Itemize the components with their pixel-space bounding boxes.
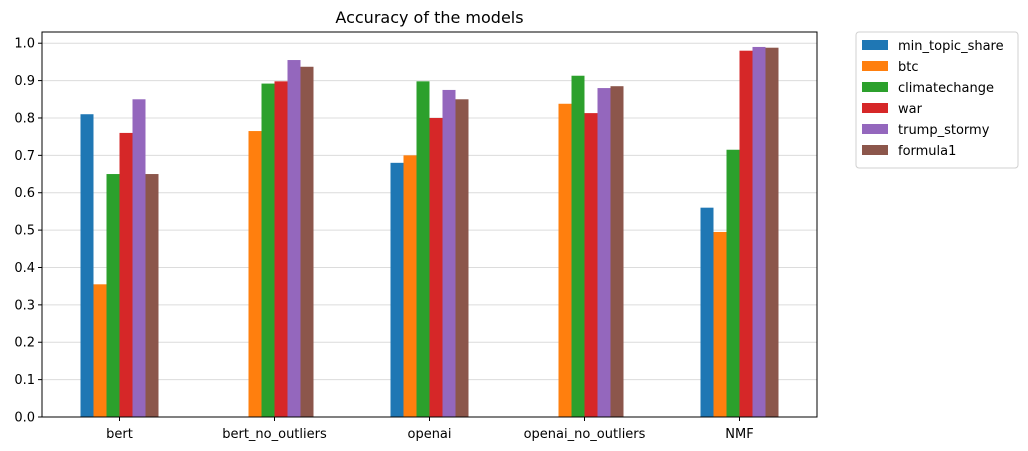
bar-climatechange-NMF — [726, 149, 740, 417]
legend-label-war: war — [898, 102, 923, 117]
y-tick-label: 0.6 — [14, 186, 35, 201]
y-tick-label: 0.3 — [14, 298, 35, 313]
y-tick-label: 0.1 — [14, 373, 35, 388]
y-tick-label: 0.2 — [14, 336, 35, 351]
bar-formula1-bert_no_outliers — [300, 66, 314, 417]
bar-war-bert_no_outliers — [274, 81, 288, 417]
legend-label-climatechange: climatechange — [898, 81, 994, 96]
legend-label-btc: btc — [898, 60, 919, 75]
x-tick-label: bert — [106, 427, 133, 442]
bar-btc-openai_no_outliers — [558, 103, 572, 417]
y-tick-label: 1.0 — [14, 37, 35, 52]
bar-climatechange-bert_no_outliers — [261, 83, 275, 418]
chart-title: Accuracy of the models — [335, 8, 523, 27]
bar-war-openai — [429, 117, 443, 417]
x-tick-label: NMF — [725, 427, 753, 442]
legend-label-trump_stormy: trump_stormy — [898, 123, 990, 138]
legend-swatch-btc — [862, 61, 888, 71]
bar-trump_stormy-bert_no_outliers — [287, 60, 301, 417]
bar-climatechange-bert — [106, 174, 120, 417]
y-tick-label: 0.5 — [14, 224, 35, 239]
bar-formula1-NMF — [765, 47, 779, 417]
bar-climatechange-openai — [416, 81, 430, 417]
bar-trump_stormy-openai_no_outliers — [597, 88, 611, 417]
legend-swatch-war — [862, 103, 888, 113]
bar-climatechange-openai_no_outliers — [571, 75, 585, 418]
bar-btc-bert — [93, 284, 107, 417]
bar-btc-NMF — [713, 231, 727, 417]
bar-formula1-openai_no_outliers — [610, 86, 624, 417]
bar-formula1-bert — [145, 174, 159, 417]
x-tick-label: bert_no_outliers — [222, 427, 327, 442]
bar-trump_stormy-bert — [132, 99, 146, 417]
bar-war-openai_no_outliers — [584, 113, 598, 418]
bar-btc-openai — [403, 155, 417, 417]
x-tick-label: openai — [407, 427, 451, 442]
y-tick-label: 0.4 — [14, 261, 35, 276]
bar-btc-bert_no_outliers — [248, 131, 262, 417]
bars — [80, 46, 779, 418]
bar-min_topic_share-NMF — [700, 207, 714, 417]
legend-swatch-formula1 — [862, 145, 888, 155]
bar-trump_stormy-NMF — [752, 46, 766, 418]
y-axis: 0.0 0.1 0.2 0.3 0.4 0.5 0.6 0.7 0.8 0.9 1.0 — [14, 37, 42, 426]
y-tick-label: 0.0 — [14, 411, 35, 426]
y-tick-label: 0.7 — [14, 149, 35, 164]
x-axis: bert bert_no_outliers openai openai_no_outl… — [106, 417, 754, 442]
legend-box — [855, 31, 1019, 169]
x-tick-label: openai_no_outliers — [524, 427, 646, 442]
bar-trump_stormy-openai — [442, 89, 456, 417]
legend-label-formula1: formula1 — [898, 144, 956, 159]
legend-swatch-min_topic_share — [862, 40, 888, 50]
legend-swatch-climatechange — [862, 82, 888, 92]
bar-min_topic_share-openai — [390, 162, 404, 417]
y-tick-label: 0.9 — [14, 74, 35, 89]
bar-min_topic_share-bert — [80, 114, 94, 418]
bar-war-bert — [119, 132, 133, 417]
legend-swatch-trump_stormy — [862, 124, 888, 134]
legend-label-min_topic_share: min_topic_share — [898, 39, 1004, 54]
y-tick-label: 0.8 — [14, 111, 35, 126]
bar-war-NMF — [739, 50, 753, 417]
bar-formula1-openai — [455, 99, 469, 417]
